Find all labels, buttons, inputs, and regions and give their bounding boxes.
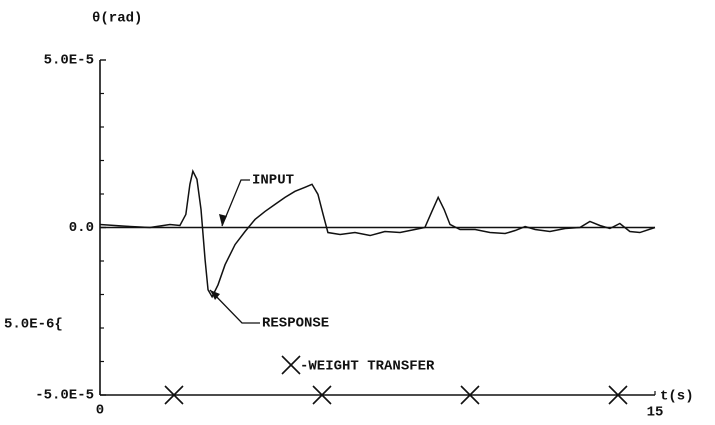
leader-line xyxy=(209,289,260,324)
x-tick-label: 0 xyxy=(96,403,104,419)
weight-transfer-marker xyxy=(312,385,332,405)
line-response xyxy=(99,169,656,299)
y-tick-label: 0.0 xyxy=(69,220,94,236)
y-tick-label: -5.0E-5 xyxy=(35,388,94,404)
y-axis-label: θ(rad) xyxy=(92,11,142,27)
weight-transfer-marker xyxy=(164,385,184,405)
y-tick-label: 5.0E-5 xyxy=(44,53,94,69)
x-tick-label: 15 xyxy=(647,405,664,420)
arrowhead xyxy=(210,290,220,300)
leader-line xyxy=(221,179,250,227)
marker-legend-symbol xyxy=(281,355,301,375)
annotation: 5.0E-6{ xyxy=(4,317,63,333)
weight-transfer-marker xyxy=(608,385,628,405)
weight-transfer-marker xyxy=(460,385,480,405)
x-axis-label: t(s) xyxy=(660,389,694,405)
series-label: RESPONSE xyxy=(262,316,329,332)
series-label: INPUT xyxy=(252,173,294,189)
marker-legend: -WEIGHT TRANSFER xyxy=(300,359,435,375)
arrowhead xyxy=(219,214,227,226)
